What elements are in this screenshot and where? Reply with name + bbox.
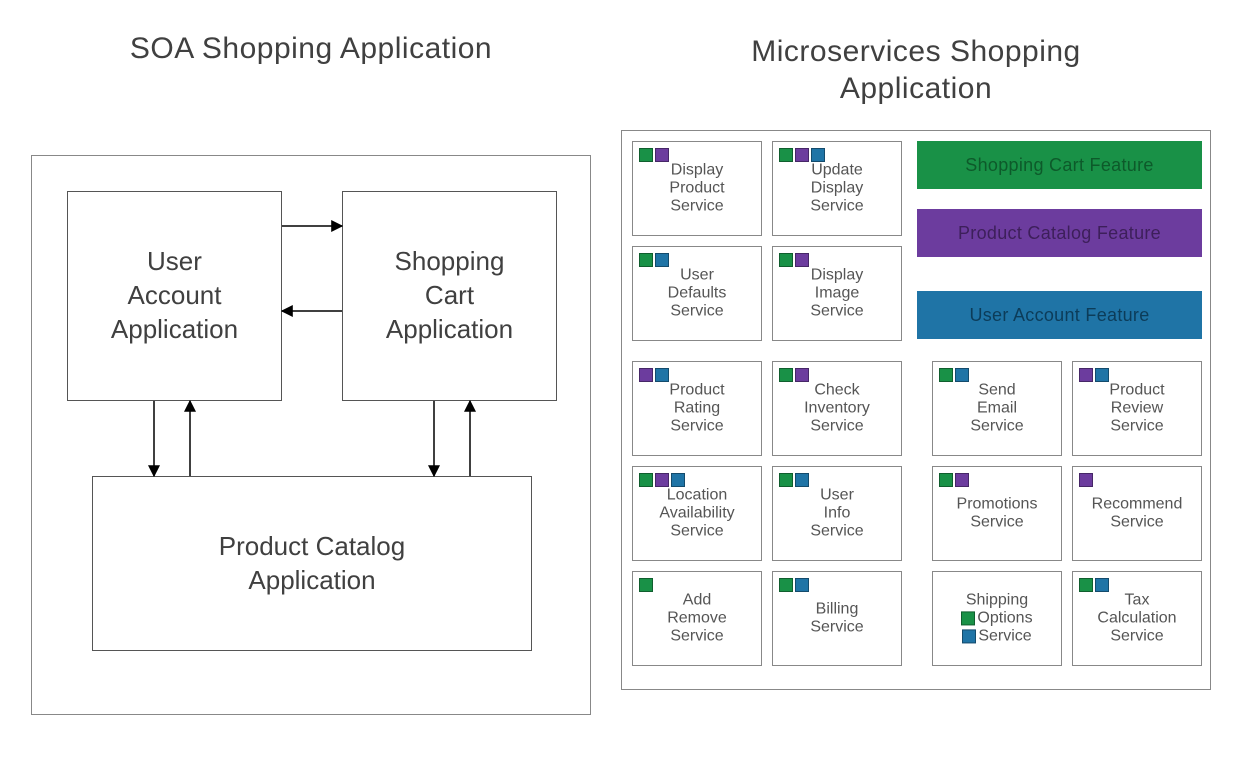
service-tax-calculation-service: TaxCalculationService [1072, 571, 1202, 666]
ms-title: Microservices ShoppingApplication [621, 30, 1211, 110]
service-recommend-service: RecommendService [1072, 466, 1202, 561]
purple-tag-icon [1079, 473, 1093, 487]
soa-box-catalog: Product CatalogApplication [92, 476, 532, 651]
service-user-defaults-service: UserDefaultsService [632, 246, 762, 341]
service-label: ProductRatingService [633, 381, 761, 436]
soa-box-user: UserAccountApplication [67, 191, 282, 401]
service-check-inventory-service: CheckInventoryService [772, 361, 902, 456]
service-billing-service: BillingService [772, 571, 902, 666]
service-tags [639, 578, 653, 592]
purple-tag-icon [795, 368, 809, 382]
blue-tag-icon [962, 629, 976, 643]
service-label: UpdateDisplayService [773, 161, 901, 216]
service-label: ShippingOptionsService [933, 591, 1061, 646]
service-tags [639, 148, 669, 162]
purple-tag-icon [639, 368, 653, 382]
soa-panel: UserAccountApplication ShoppingCartApplic… [31, 155, 591, 715]
green-tag-icon [639, 578, 653, 592]
service-tags [779, 578, 809, 592]
service-label: BillingService [773, 600, 901, 637]
service-label: TaxCalculationService [1073, 591, 1201, 646]
service-tags [779, 148, 825, 162]
diagram-root: SOA Shopping Application UserAccountAppl… [31, 20, 1211, 715]
soa-title: SOA Shopping Application [31, 30, 591, 110]
service-label: PromotionsService [933, 495, 1061, 532]
service-tags [639, 253, 669, 267]
service-add-remove-service: AddRemoveService [632, 571, 762, 666]
service-label: SendEmailService [933, 381, 1061, 436]
purple-tag-icon [795, 148, 809, 162]
green-tag-icon [939, 368, 953, 382]
purple-tag-icon [655, 148, 669, 162]
service-tags [779, 368, 809, 382]
blue-tag-icon [655, 253, 669, 267]
soa-box-cart: ShoppingCartApplication [342, 191, 557, 401]
service-product-rating-service: ProductRatingService [632, 361, 762, 456]
green-tag-icon [961, 611, 975, 625]
service-tags [1079, 368, 1109, 382]
service-label: LocationAvailabilityService [633, 486, 761, 541]
blue-tag-icon [955, 368, 969, 382]
green-tag-icon [1079, 578, 1093, 592]
ms-title-text: Microservices ShoppingApplication [751, 33, 1080, 108]
green-tag-icon [779, 148, 793, 162]
soa-title-text: SOA Shopping Application [130, 30, 492, 68]
service-tags [939, 473, 969, 487]
blue-tag-icon [795, 473, 809, 487]
service-label: UserInfoService [773, 486, 901, 541]
service-tags [1079, 473, 1093, 487]
feature-purple: Product Catalog Feature [917, 209, 1202, 257]
service-tags [779, 473, 809, 487]
service-tags [639, 473, 685, 487]
purple-tag-icon [955, 473, 969, 487]
green-tag-icon [639, 253, 653, 267]
blue-tag-icon [671, 473, 685, 487]
service-promotions-service: PromotionsService [932, 466, 1062, 561]
green-tag-icon [639, 148, 653, 162]
service-tags [639, 368, 669, 382]
service-label: AddRemoveService [633, 591, 761, 646]
green-tag-icon [779, 578, 793, 592]
service-display-product-service: DisplayProductService [632, 141, 762, 236]
service-label: DisplayProductService [633, 161, 761, 216]
purple-tag-icon [655, 473, 669, 487]
service-label: RecommendService [1073, 495, 1201, 532]
green-tag-icon [779, 473, 793, 487]
service-tags [779, 253, 809, 267]
soa-column: SOA Shopping Application UserAccountAppl… [31, 20, 591, 715]
service-location-availability-service: LocationAvailabilityService [632, 466, 762, 561]
ms-panel: DisplayProductServiceUpdateDisplayServic… [621, 130, 1211, 690]
green-tag-icon [939, 473, 953, 487]
purple-tag-icon [1079, 368, 1093, 382]
service-tags [939, 368, 969, 382]
green-tag-icon [779, 368, 793, 382]
blue-tag-icon [811, 148, 825, 162]
service-send-email-service: SendEmailService [932, 361, 1062, 456]
service-label: ProductReviewService [1073, 381, 1201, 436]
service-label: CheckInventoryService [773, 381, 901, 436]
green-tag-icon [639, 473, 653, 487]
service-tags [1079, 578, 1109, 592]
purple-tag-icon [795, 253, 809, 267]
blue-tag-icon [655, 368, 669, 382]
microservices-column: Microservices ShoppingApplication Displa… [621, 20, 1211, 715]
feature-green: Shopping Cart Feature [917, 141, 1202, 189]
feature-blue: User Account Feature [917, 291, 1202, 339]
service-label: DisplayImageService [773, 266, 901, 321]
blue-tag-icon [1095, 578, 1109, 592]
green-tag-icon [779, 253, 793, 267]
service-update-display-service: UpdateDisplayService [772, 141, 902, 236]
service-label: UserDefaultsService [633, 266, 761, 321]
service-shipping-options-service: ShippingOptionsService [932, 571, 1062, 666]
blue-tag-icon [795, 578, 809, 592]
service-product-review-service: ProductReviewService [1072, 361, 1202, 456]
blue-tag-icon [1095, 368, 1109, 382]
service-user-info-service: UserInfoService [772, 466, 902, 561]
service-display-image-service: DisplayImageService [772, 246, 902, 341]
